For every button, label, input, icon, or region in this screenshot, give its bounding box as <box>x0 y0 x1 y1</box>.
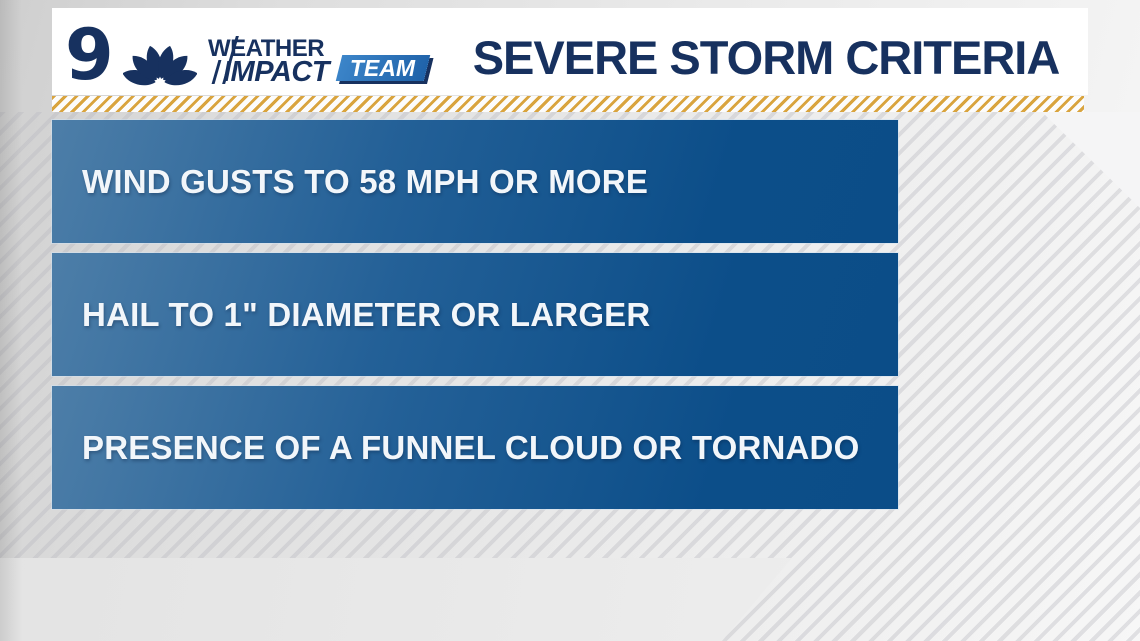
criteria-label: HAIL TO 1" DIAMETER OR LARGER <box>82 295 651 333</box>
station-logo: 9 WEATHER IMPACT TEAM <box>65 8 437 95</box>
logo-slash-icon <box>211 60 222 84</box>
wordmark-weather: WEATHER <box>208 35 325 62</box>
nbc-peacock-icon <box>123 45 197 86</box>
channel-9-logo: 9 <box>65 14 114 96</box>
criteria-bar-hail: HAIL TO 1" DIAMETER OR LARGER <box>52 253 898 376</box>
team-badge: TEAM <box>335 54 431 81</box>
left-edge-shading <box>0 0 22 641</box>
criteria-label: WIND GUSTS TO 58 MPH OR MORE <box>82 162 649 200</box>
criteria-label: PRESENCE OF A FUNNEL CLOUD OR TORNADO <box>82 428 860 466</box>
header-bar: 9 WEATHER IMPACT TEAM <box>52 8 1088 95</box>
page-title: SEVERE STORM CRITERIA <box>472 31 1061 84</box>
weather-impact-team-wordmark: WEATHER IMPACT TEAM <box>199 36 437 92</box>
gold-stripe-divider <box>52 96 1084 112</box>
criteria-bar-wind: WIND GUSTS TO 58 MPH OR MORE <box>52 120 898 243</box>
wordmark-impact: IMPACT <box>223 56 330 88</box>
wordmark-team: TEAM <box>350 54 416 81</box>
criteria-bar-tornado: PRESENCE OF A FUNNEL CLOUD OR TORNADO <box>52 386 898 509</box>
